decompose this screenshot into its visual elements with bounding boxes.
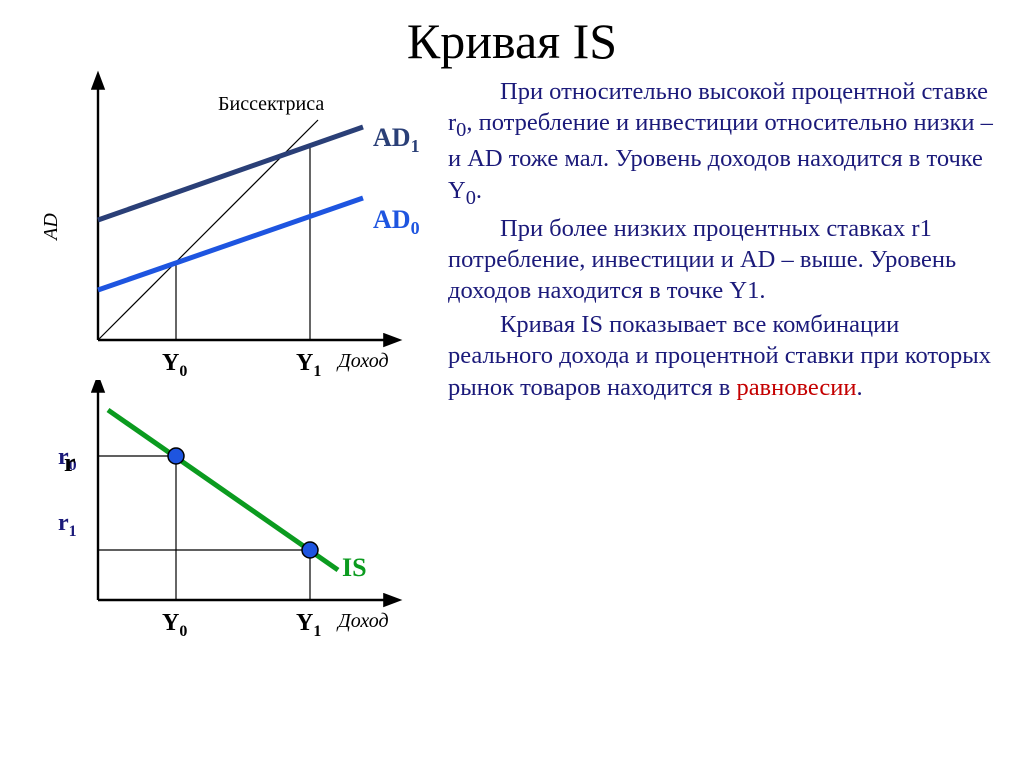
y-axis-label-ad: AD xyxy=(40,213,63,240)
point-r0 xyxy=(168,448,184,464)
ad1-line xyxy=(98,127,363,220)
p1b: , потребление и инвестиции относительно … xyxy=(448,109,993,203)
text-column: При относительно высокой процентной став… xyxy=(448,70,1006,640)
point-r1 xyxy=(302,542,318,558)
ad0-label: AD0 xyxy=(373,205,420,238)
slide-title: Кривая IS xyxy=(0,0,1024,70)
x-tick-y1: Y1 xyxy=(296,350,321,380)
x-axis-label-1: Доход xyxy=(336,350,389,372)
p1-sub1: 0 xyxy=(456,119,466,141)
paragraph-2: При более низких процентных ставках r1 п… xyxy=(448,213,1006,307)
p1c: . xyxy=(476,177,482,204)
is-chart: IS r0 r1 Y0 Y1 Доход xyxy=(28,380,448,640)
content-row: AD Биссектриса AD1 xyxy=(0,70,1024,640)
y-tick-r1: r1 xyxy=(58,510,77,540)
y-axis-label-r: r xyxy=(64,448,76,478)
x-tick-y0-2: Y0 xyxy=(162,610,187,640)
slide: Кривая IS AD Биссектриса xyxy=(0,0,1024,768)
x-tick-y1-2: Y1 xyxy=(296,610,321,640)
p1-sub2: 0 xyxy=(466,187,476,209)
is-label: IS xyxy=(342,553,367,582)
paragraph-3: Кривая IS показывает все комбинации реал… xyxy=(448,309,1006,403)
ad1-label: AD1 xyxy=(373,123,420,156)
charts-column: AD Биссектриса AD1 xyxy=(28,70,448,640)
ad-chart: Биссектриса AD1 AD0 Y0 Y1 Доход xyxy=(28,70,448,380)
p3c: . xyxy=(857,374,863,401)
p3a: Кривая IS показывает все комбинации реал… xyxy=(448,311,991,401)
x-tick-y0: Y0 xyxy=(162,350,187,380)
p3b-red: равновесии xyxy=(736,374,856,401)
x-axis-label-2: Доход xyxy=(336,610,389,632)
bisector-label: Биссектриса xyxy=(218,93,324,115)
ad0-line xyxy=(98,198,363,290)
paragraph-1: При относительно высокой процентной став… xyxy=(448,76,1006,211)
